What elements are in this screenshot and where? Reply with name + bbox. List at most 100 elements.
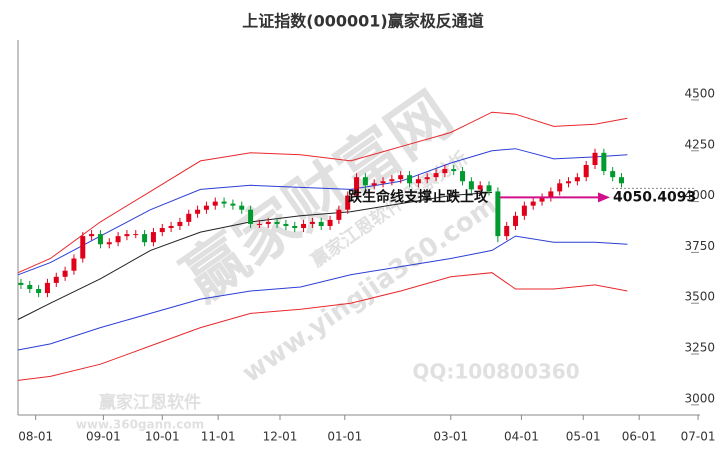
x-tick-label: 11-01 bbox=[201, 430, 236, 444]
candle-body bbox=[451, 169, 457, 172]
arrow-head bbox=[598, 192, 610, 203]
candle-body bbox=[97, 234, 103, 245]
candle-body bbox=[380, 181, 386, 184]
candle-body bbox=[239, 205, 245, 210]
candle-body bbox=[460, 171, 466, 182]
channel-line bbox=[17, 272, 628, 381]
candle-body bbox=[327, 219, 333, 226]
y-tick-label: 4000 bbox=[684, 188, 715, 202]
candle-body bbox=[186, 213, 192, 222]
candle-body bbox=[574, 177, 580, 182]
candle-body bbox=[433, 173, 439, 178]
x-tick-label: 06-01 bbox=[622, 430, 657, 444]
candle-body bbox=[592, 152, 598, 165]
candle-body bbox=[265, 221, 271, 224]
watermarks: 赢家财富网 赢家江恩软件 股票分析 www.yingjia360.com QQ:… bbox=[76, 78, 580, 432]
y-tick-label: 4500 bbox=[684, 86, 715, 100]
candle-body bbox=[80, 236, 86, 259]
y-tick-label: 3000 bbox=[684, 391, 715, 405]
candle-body bbox=[309, 221, 315, 224]
candle-body bbox=[468, 181, 474, 190]
candle-body bbox=[44, 282, 50, 294]
candle-body bbox=[345, 195, 351, 210]
candle-body bbox=[495, 191, 501, 237]
candle-body bbox=[133, 234, 139, 236]
candle-body bbox=[301, 223, 307, 229]
y-tick-label: 3750 bbox=[684, 239, 715, 253]
candle-body bbox=[548, 191, 554, 198]
candle-body bbox=[398, 175, 404, 180]
candle-body bbox=[566, 181, 572, 184]
candle-body bbox=[248, 209, 254, 224]
candle-body bbox=[106, 242, 112, 245]
candle-body bbox=[530, 201, 536, 206]
watermark: 赢家江恩软件 bbox=[99, 392, 201, 413]
y-tick-label: 4250 bbox=[684, 137, 715, 151]
candle-body bbox=[203, 205, 209, 210]
candle-body bbox=[318, 221, 324, 226]
candle-body bbox=[504, 225, 510, 237]
candle-body bbox=[159, 228, 165, 233]
candle-body bbox=[71, 258, 77, 271]
candle-body bbox=[62, 270, 68, 277]
x-tick-label: 01-01 bbox=[327, 430, 362, 444]
candle-body bbox=[371, 183, 377, 186]
candle-body bbox=[115, 236, 121, 243]
candle-body bbox=[283, 223, 289, 226]
x-tick-label: 09-01 bbox=[86, 430, 121, 444]
candle-body bbox=[53, 276, 59, 283]
candle-body bbox=[477, 185, 483, 190]
candle-body bbox=[177, 221, 183, 226]
candle-body bbox=[415, 179, 421, 184]
candle-body bbox=[539, 197, 545, 202]
watermark: QQ:100800360 bbox=[412, 360, 579, 384]
candle-body bbox=[18, 282, 24, 285]
candle-body bbox=[274, 221, 280, 224]
candle-body bbox=[601, 152, 607, 172]
x-tick-label: 04-01 bbox=[504, 430, 539, 444]
x-tick-label: 03-01 bbox=[433, 430, 468, 444]
candle-body bbox=[442, 169, 448, 174]
last-price-label: 4050.4093 bbox=[613, 189, 696, 205]
candle-body bbox=[619, 177, 625, 184]
channel-line bbox=[17, 111, 628, 274]
x-tick-label: 12-01 bbox=[263, 430, 298, 444]
candle-body bbox=[230, 203, 236, 206]
x-tick-label: 07-01 bbox=[681, 430, 716, 444]
candle-body bbox=[256, 223, 262, 225]
candle-body bbox=[36, 288, 42, 294]
candle-body bbox=[150, 232, 156, 243]
candle-body bbox=[557, 183, 563, 192]
candle-body bbox=[389, 179, 395, 182]
candle-body bbox=[521, 205, 527, 216]
channel-line bbox=[17, 235, 628, 351]
candle-body bbox=[336, 209, 342, 220]
x-tick-label: 10-01 bbox=[145, 430, 180, 444]
candle-body bbox=[89, 234, 95, 237]
candle-body bbox=[610, 171, 616, 178]
chart-title: 上证指数(000001)赢家极反通道 bbox=[242, 12, 483, 31]
y-tick-label: 3250 bbox=[684, 341, 715, 355]
candle-body bbox=[124, 234, 130, 237]
candle-body bbox=[407, 175, 413, 184]
candle-body bbox=[354, 177, 360, 196]
candle-body bbox=[27, 284, 33, 289]
candle-body bbox=[362, 177, 368, 186]
watermark: www.360gann.com bbox=[76, 418, 204, 432]
candle-body bbox=[212, 201, 218, 206]
y-tick-label: 3500 bbox=[684, 290, 715, 304]
candle-body bbox=[424, 177, 430, 180]
annotation: 跌生命线支撑止跌上攻 bbox=[348, 188, 489, 205]
candle-body bbox=[486, 185, 492, 192]
x-tick-label: 08-01 bbox=[18, 430, 53, 444]
candle-body bbox=[168, 225, 174, 229]
candle-body bbox=[195, 209, 201, 214]
candle-body bbox=[583, 165, 589, 178]
channel-line bbox=[17, 148, 628, 276]
candle-body bbox=[513, 215, 519, 226]
candle-body bbox=[142, 234, 148, 243]
x-tick-label: 05-01 bbox=[566, 430, 601, 444]
candle-body bbox=[221, 201, 227, 204]
candle-body bbox=[292, 225, 298, 229]
